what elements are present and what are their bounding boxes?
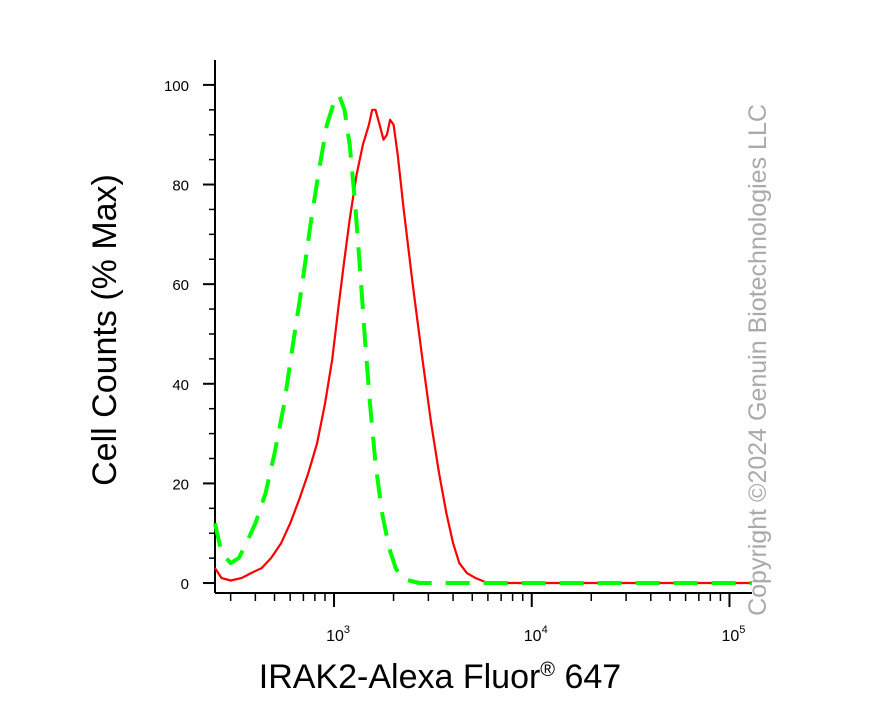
plot-axes xyxy=(214,60,752,594)
x-tick-label-base: 10 xyxy=(524,628,542,645)
x-axis-label: IRAK2-Alexa Fluor® 647 xyxy=(259,658,621,696)
series-line-2 xyxy=(213,92,752,585)
x-axis-label-main: IRAK2-Alexa Fluor xyxy=(259,658,541,696)
x-tick-label: 105 xyxy=(722,624,746,645)
series-layer xyxy=(213,92,752,585)
y-tick-label: 100 xyxy=(164,78,189,95)
x-tick-label-exponent: 5 xyxy=(739,624,745,636)
y-axis-label: Cell Counts (% Max) xyxy=(86,174,124,486)
x-axis-label-sup: ® xyxy=(540,659,555,681)
y-tick-label: 40 xyxy=(172,377,189,394)
x-ticks: 103 104 105 xyxy=(229,593,746,645)
y-tick-label: 60 xyxy=(172,277,189,294)
y-ticks: 0 20 40 60 80 100 xyxy=(164,78,215,593)
x-tick-label-base: 10 xyxy=(722,628,740,645)
y-tick-label: 0 xyxy=(181,576,189,593)
series-line-1 xyxy=(214,108,752,585)
x-tick-label-base: 10 xyxy=(326,628,344,645)
copyright-watermark: Copyright ©2024 Genuin Biotechnologies L… xyxy=(744,104,772,616)
x-tick-label: 103 xyxy=(326,624,350,645)
y-tick-label: 20 xyxy=(172,476,189,493)
x-tick-label: 104 xyxy=(524,624,548,645)
y-tick-label: 80 xyxy=(172,178,189,195)
x-tick-label-exponent: 4 xyxy=(542,624,548,636)
x-axis-label-tail: 647 xyxy=(555,658,621,696)
x-tick-label-exponent: 3 xyxy=(344,624,350,636)
